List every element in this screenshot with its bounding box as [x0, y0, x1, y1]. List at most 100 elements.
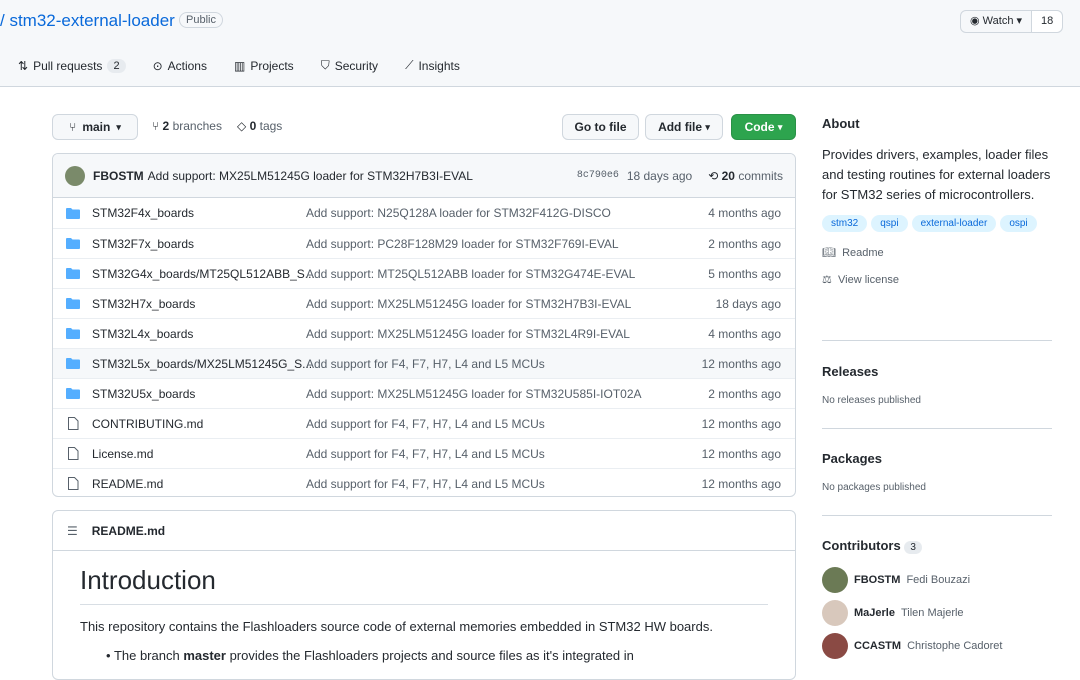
releases-title[interactable]: Releases: [822, 364, 879, 379]
tab-actions[interactable]: ⊙ Actions: [152, 58, 207, 73]
topic-tag[interactable]: ospi: [1000, 215, 1037, 232]
repo-name-link[interactable]: / stm32-external-loader: [0, 11, 175, 30]
branches-link[interactable]: ⑂ 2 branches: [152, 119, 222, 133]
tags-link[interactable]: ◇ 0 tags: [237, 119, 283, 133]
watch-label[interactable]: ◉ Watch ▾: [970, 15, 1023, 27]
folder-icon: [66, 328, 80, 339]
contributors-title[interactable]: Contributors 3: [822, 538, 1052, 554]
commits-link[interactable]: ⟲ 20 commits: [708, 168, 783, 183]
file-age: 2 months ago: [708, 386, 781, 401]
file-commit-message[interactable]: Add support: MX25LM51245G loader for STM…: [306, 386, 642, 401]
license-link[interactable]: ⚖︎ View license: [822, 274, 899, 286]
avatar[interactable]: [822, 567, 848, 593]
file-row[interactable]: STM32L4x_boards Add support: MX25LM51245G…: [53, 318, 795, 348]
about-title: About: [822, 116, 860, 131]
code-button[interactable]: Code ▾: [731, 114, 796, 140]
file-name[interactable]: License.md: [92, 446, 154, 461]
readme-bullet: • The branch master provides the Flashlo…: [106, 648, 634, 663]
divider: [822, 515, 1052, 516]
tab-security[interactable]: ⛉ Security: [320, 58, 379, 73]
commit-sha[interactable]: 8c790e6: [576, 170, 619, 181]
list-icon[interactable]: ☰: [67, 523, 78, 538]
latest-commit: FBOSTM Add support: MX25LM51245G loader …: [53, 154, 795, 198]
file-commit-message[interactable]: Add support for F4, F7, H7, L4 and L5 MC…: [306, 446, 545, 461]
file-name[interactable]: STM32L5x_boards/MX25LM51245G_S...: [92, 356, 313, 371]
file-row[interactable]: STM32G4x_boards/MT25QL512ABB_S... Add sup…: [53, 258, 795, 288]
file-age: 12 months ago: [701, 416, 781, 431]
file-commit-message[interactable]: Add support: MX25LM51245G loader for STM…: [306, 326, 630, 341]
tab-insights[interactable]: ⟋ Insights: [405, 58, 460, 73]
file-row[interactable]: STM32H7x_boards Add support: MX25LM51245G…: [53, 288, 795, 318]
file-commit-message[interactable]: Add support: N25Q128A loader for STM32F4…: [306, 206, 611, 220]
readme-intro: This repository contains the Flashloader…: [80, 619, 713, 634]
commit-author[interactable]: FBOSTM: [93, 168, 144, 183]
tab-projects[interactable]: ▥ Projects: [233, 58, 294, 73]
file-age: 12 months ago: [701, 446, 781, 461]
file-age: 18 days ago: [715, 296, 781, 311]
book-icon: 📖︎: [822, 247, 836, 259]
commit-message[interactable]: Add support: MX25LM51245G loader for STM…: [147, 168, 473, 183]
divider: [822, 428, 1052, 429]
contributor[interactable]: FBOSTM Fedi Bouzazi: [822, 567, 1052, 593]
file-age: 5 months ago: [708, 266, 781, 281]
file-row[interactable]: STM32F7x_boards Add support: PC28F128M29 …: [53, 228, 795, 258]
file-row[interactable]: STM32F4x_boards Add support: N25Q128A loa…: [53, 198, 795, 228]
history-icon: ⟲: [708, 168, 719, 183]
topic-tag[interactable]: external-loader: [911, 215, 997, 232]
readme-link[interactable]: 📖︎ Readme: [822, 247, 884, 259]
file-row[interactable]: README.md Add support for F4, F7, H7, L4 …: [53, 468, 795, 496]
file-row[interactable]: License.md Add support for F4, F7, H7, L4…: [53, 438, 795, 468]
file-icon: [68, 477, 79, 490]
file-commit-message[interactable]: Add support: MX25LM51245G loader for STM…: [306, 296, 632, 311]
branch-select[interactable]: ⑂ main ▾: [52, 114, 138, 140]
commit-age: 18 days ago: [626, 168, 693, 183]
about-section: About Provides drivers, examples, loader…: [822, 116, 1052, 286]
file-name[interactable]: README.md: [92, 476, 164, 491]
folder-icon: [66, 238, 80, 249]
shield-icon: ⛉: [320, 58, 330, 72]
file-commit-message[interactable]: Add support for F4, F7, H7, L4 and L5 MC…: [306, 476, 545, 491]
add-file-button[interactable]: Add file ▾: [645, 114, 723, 140]
repo-name[interactable]: stm32-external-loader: [9, 11, 175, 30]
packages-title[interactable]: Packages: [822, 451, 882, 466]
releases-section: Releases No releases published: [822, 364, 1052, 406]
folder-icon: [66, 298, 80, 309]
file-name[interactable]: STM32F4x_boards: [92, 206, 195, 220]
watch-count[interactable]: 18: [1031, 11, 1063, 32]
file-name[interactable]: CONTRIBUTING.md: [92, 416, 204, 431]
avatar[interactable]: [65, 165, 85, 186]
file-commit-message[interactable]: Add support for F4, F7, H7, L4 and L5 MC…: [306, 416, 545, 431]
file-name[interactable]: STM32H7x_boards: [92, 296, 196, 311]
file-commit-message[interactable]: Add support for F4, F7, H7, L4 and L5 MC…: [306, 356, 545, 371]
file-commit-message[interactable]: Add support: MT25QL512ABB loader for STM…: [306, 266, 636, 281]
graph-icon: ⟋: [405, 58, 414, 72]
file-row[interactable]: STM32U5x_boards Add support: MX25LM51245G…: [53, 378, 795, 408]
contributors-section: Contributors 3 FBOSTM Fedi Bouzazi MaJerl…: [822, 538, 1052, 666]
avatar[interactable]: [822, 633, 848, 659]
file-age: 4 months ago: [708, 326, 781, 341]
file-commit-message[interactable]: Add support: PC28F128M29 loader for STM3…: [306, 236, 619, 251]
file-name[interactable]: STM32G4x_boards/MT25QL512ABB_S...: [92, 266, 315, 281]
file-name[interactable]: STM32L4x_boards: [92, 326, 194, 341]
file-age: 4 months ago: [708, 206, 781, 220]
contributor[interactable]: CCASTM Christophe Cadoret: [822, 633, 1052, 659]
contributor[interactable]: MaJerle Tilen Majerle: [822, 600, 1052, 626]
folder-icon: [66, 207, 80, 219]
file-name[interactable]: STM32F7x_boards: [92, 236, 195, 251]
file-row[interactable]: STM32L5x_boards/MX25LM51245G_S... Add sup…: [53, 348, 795, 378]
go-to-file-button[interactable]: Go to file: [562, 114, 639, 140]
readme-filename: README.md: [91, 523, 166, 538]
file-row[interactable]: CONTRIBUTING.md Add support for F4, F7, H…: [53, 408, 795, 438]
topic-tag[interactable]: stm32: [822, 215, 868, 232]
tab-pull-requests[interactable]: ⇅ Pull requests 2: [18, 58, 126, 73]
topic-tag[interactable]: qspi: [871, 215, 908, 232]
readme-heading: Introduction: [80, 565, 768, 605]
avatar[interactable]: [822, 600, 848, 626]
repo-header: / stm32-external-loader Public ◉ Watch ▾…: [0, 0, 1080, 87]
watch-button[interactable]: ◉ Watch ▾ 18: [960, 10, 1064, 33]
divider: [822, 340, 1052, 341]
chevron-down-icon: ▾: [705, 121, 710, 132]
folder-icon: [66, 268, 80, 279]
file-name[interactable]: STM32U5x_boards: [92, 386, 196, 401]
file-icon: [68, 417, 79, 430]
